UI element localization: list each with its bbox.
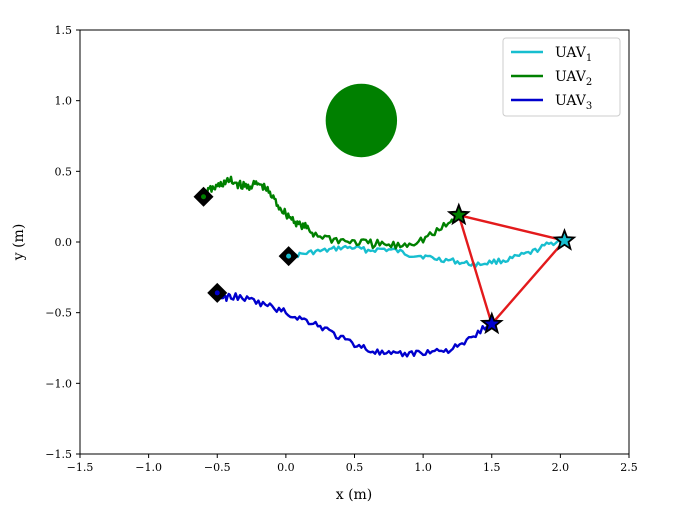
legend-label-uav-1: UAV1 — [555, 45, 592, 64]
x-tick-label: 0.0 — [277, 461, 295, 474]
trajectory-uav-2 — [202, 175, 460, 250]
formation-triangle — [457, 213, 567, 327]
legend-label-uav-2: UAV2 — [555, 69, 592, 88]
start-point — [214, 290, 220, 296]
start-point — [286, 253, 292, 259]
end-marker-uav-2 — [446, 202, 471, 226]
x-tick-label: 1.0 — [414, 461, 432, 474]
x-tick-label: 0.5 — [346, 461, 364, 474]
x-tick-label: −1.0 — [135, 461, 162, 474]
y-tick-label: 1.5 — [55, 24, 73, 37]
x-axis: −1.5 −1.0 −0.5 0.0 0.5 1.0 1.5 2.0 2.5 — [67, 454, 638, 474]
y-tick-label: 0.5 — [55, 165, 73, 178]
end-marker-uav-3 — [479, 311, 504, 335]
x-tick-label: −1.5 — [67, 461, 94, 474]
y-tick-label: −0.5 — [45, 307, 72, 320]
x-axis-label: x (m) — [336, 487, 373, 503]
legend-box — [502, 37, 621, 117]
legend-label-uav-3: UAV3 — [555, 93, 592, 112]
y-tick-label: 1.0 — [55, 95, 73, 108]
x-tick-label: −0.5 — [204, 461, 231, 474]
legend: UAV1 UAV2 UAV3 — [502, 37, 621, 117]
trajectory-uav-1 — [287, 238, 566, 268]
x-tick-label: 2.5 — [620, 461, 638, 474]
plot-area — [193, 83, 577, 358]
x-tick-label: 2.0 — [552, 461, 570, 474]
end-marker-uav-1 — [552, 228, 577, 251]
x-tick-label: 1.5 — [483, 461, 501, 474]
trajectory-uav-3 — [217, 291, 493, 358]
y-tick-label: 0.0 — [55, 236, 73, 249]
y-tick-label: −1.5 — [45, 448, 72, 461]
y-axis-label: y (m) — [11, 224, 27, 262]
y-axis: −1.5 −1.0 −0.5 0.0 0.5 1.0 1.5 — [45, 24, 80, 461]
y-tick-label: −1.0 — [45, 377, 72, 390]
obstacle-circle — [325, 83, 398, 158]
start-point — [201, 194, 207, 200]
